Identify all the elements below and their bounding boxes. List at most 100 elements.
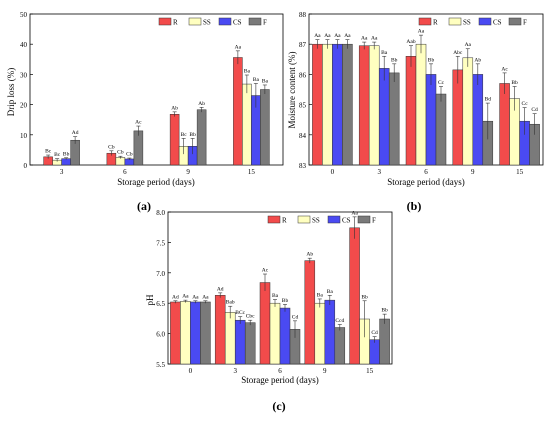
data-label: Bb [391,57,398,63]
data-label: Ad [72,130,79,136]
data-label: Aa [351,210,358,216]
bar-f [379,318,390,365]
x-tick-label: 3 [60,168,64,176]
data-label: Ba [244,69,251,75]
data-label: Bd [485,97,492,103]
data-label: Aa [324,33,331,39]
data-label: Ab [474,57,481,63]
legend-swatch-f [248,17,262,26]
data-label: Ab [306,252,313,258]
data-label: Ab [171,105,178,111]
bar-cs [61,158,71,166]
bar-f [70,139,80,166]
data-label: BCc [235,310,245,316]
bar-cs [324,299,336,365]
y-tick-label: 84 [299,132,307,140]
data-label: Aa [418,29,425,35]
legend-label-ss: SS [203,19,211,27]
bar-f [342,43,353,166]
data-label: Ba [381,50,388,56]
bar-ss [415,43,427,166]
legend-swatch-r [267,215,281,224]
bar-cs [332,43,343,166]
data-label: Bc [181,132,188,138]
panel-a-caption: (a) [137,199,151,213]
y-tick-label: 87 [299,41,307,49]
x-tick-label: 6 [123,168,127,176]
bar-r [358,45,370,166]
data-label: Bab [226,300,235,306]
data-label: Ac [501,66,508,72]
bar-r [499,83,510,166]
legend-label-ss: SS [463,19,471,27]
bar-ss [314,302,326,365]
bar-ss [368,45,380,166]
bar-ss [322,43,333,166]
data-label: Aa [314,33,321,39]
bar-cs [234,319,246,365]
legend-swatch-ss [188,17,202,26]
bar-f [388,72,400,166]
data-label: Cd [531,107,538,113]
y-tick-label: 85 [299,102,307,110]
data-label: Ba [317,292,324,298]
data-label: Cd [371,330,378,336]
data-label: Ba [262,78,269,84]
data-label: Abc [453,50,463,56]
bar-r [259,282,271,365]
data-label: Bc [45,149,52,155]
x-tick-label: 15 [516,168,524,176]
data-label: Cb [117,150,124,156]
data-label: Ad [217,286,224,292]
y-tick-label: 20 [20,102,28,110]
panel-b-ylabel: Moisture content (%) [287,52,297,129]
y-tick-label: 7.0 [156,270,165,278]
panel-b-moisture-content: Moisture content (%) Storage period (day… [287,11,544,213]
panel-a-ylabel: Drip loss (%) [6,68,16,117]
data-label: Ba [327,289,334,295]
y-tick-label: 30 [20,71,28,79]
data-label: Bb [511,80,518,86]
x-tick-label: 9 [471,168,475,176]
x-tick-label: 0 [331,168,335,176]
data-label: Aa [182,294,189,300]
bar-cs [124,158,135,166]
data-label: Aa [202,294,209,300]
data-label: Bb [381,308,388,314]
data-label: Aab [406,39,415,45]
bar-f [196,109,207,166]
data-label: Bb [189,132,196,138]
bar-r [214,295,226,365]
data-label: Ab [198,101,205,107]
y-tick-label: 10 [20,132,28,140]
panel-c-ylabel: pH [145,294,155,306]
bar-f [334,327,346,365]
panel-c-ph: pH Storage period (days) (c) 5.5 6.0 6.5 7.… [145,209,393,413]
legend-label-cs: CS [233,19,242,27]
x-tick-label: 15 [366,367,374,375]
bar-r [169,114,180,166]
legend-swatch-f [508,17,522,26]
bar-cs [425,74,437,166]
bar-r [405,56,417,166]
data-label: Aa [465,42,472,48]
panel-b-xlabel: Storage period (days) [387,177,464,187]
legend-swatch-ss [448,17,462,26]
data-label: Cc [522,101,529,107]
data-label: Bb [361,294,368,300]
data-label: Cb [126,152,133,158]
x-tick-label: 9 [186,168,190,176]
data-label: Aa [235,44,242,50]
data-label: Ba [253,77,260,83]
y-tick-label: 7.5 [156,239,165,247]
bar-f [260,89,270,166]
legend-label-cs: CS [493,19,502,27]
y-tick-label: 6.5 [156,300,165,308]
bar-ss [180,301,191,365]
panel-a-xlabel: Storage period (days) [117,177,194,187]
x-tick-label: 3 [233,367,237,375]
bar-f [435,93,447,166]
panel-c-caption: (c) [272,399,285,413]
legend-label-r: R [282,217,287,225]
